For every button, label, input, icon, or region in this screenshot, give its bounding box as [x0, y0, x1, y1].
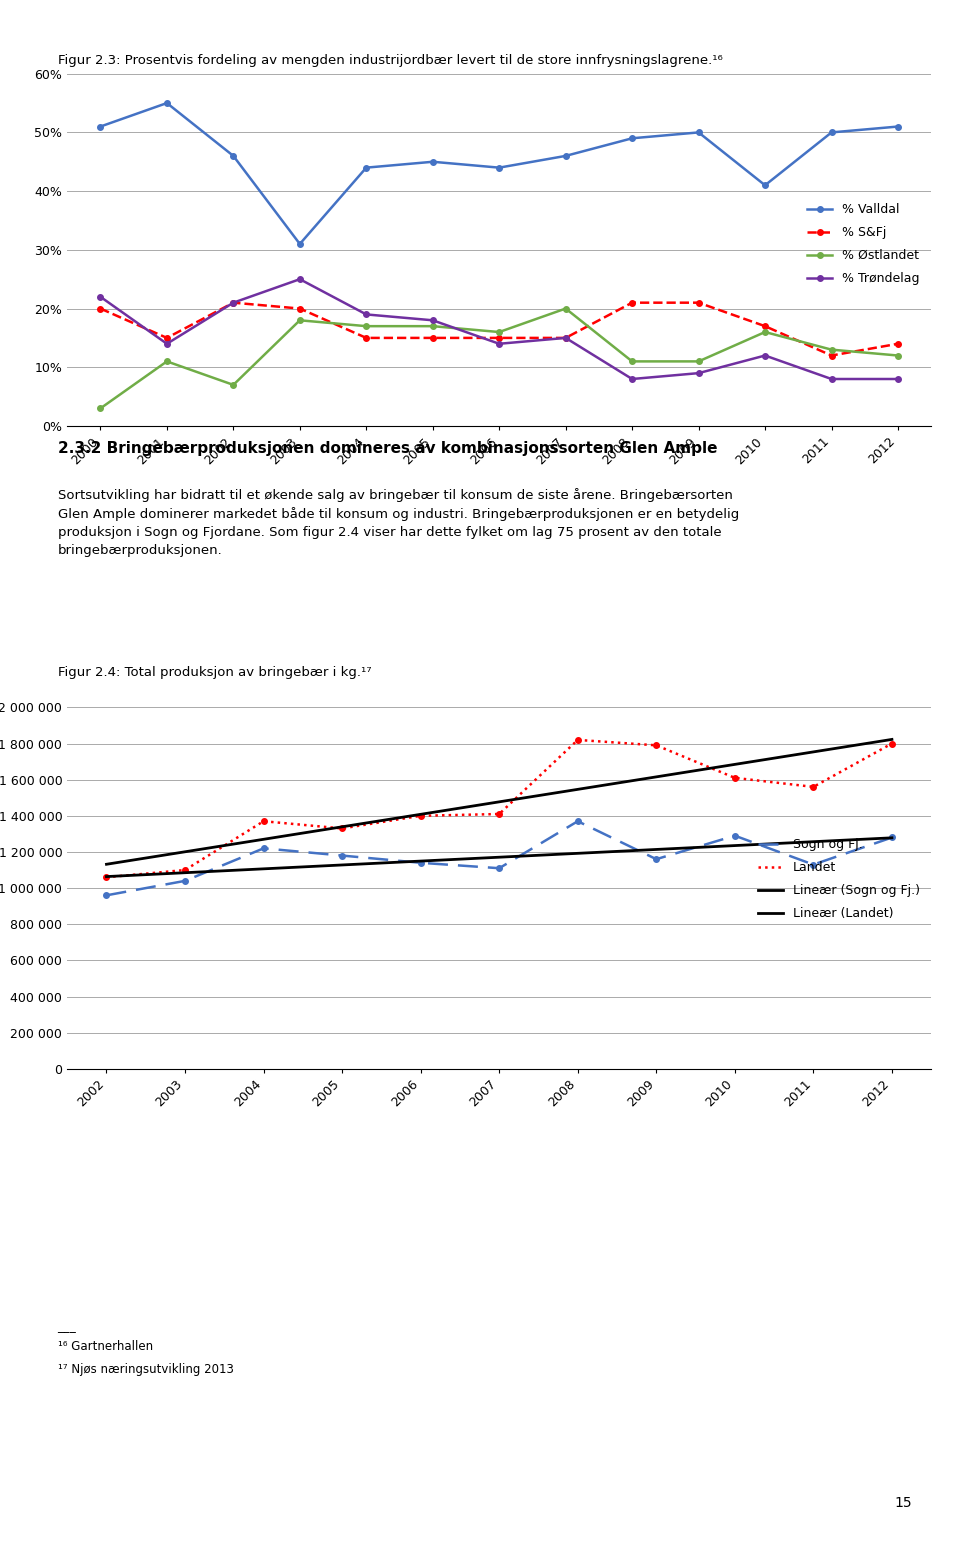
Legend: Sogn og Fj., Landet, Lineær (Sogn og Fj.), Lineær (Landet): Sogn og Fj., Landet, Lineær (Sogn og Fj.…	[753, 833, 924, 925]
Text: Sortsutvikling har bidratt til et økende salg av bringebær til konsum de siste å: Sortsutvikling har bidratt til et økende…	[58, 488, 739, 558]
Text: 2.3.2 Bringebærproduksjonen domineres av kombinasjonssorten Glen Ample: 2.3.2 Bringebærproduksjonen domineres av…	[58, 441, 717, 457]
Text: Figur 2.4: Total produksjon av bringebær i kg.¹⁷: Figur 2.4: Total produksjon av bringebær…	[58, 666, 372, 678]
Text: Figur 2.3: Prosentvis fordeling av mengden industrijordbær levert til de store i: Figur 2.3: Prosentvis fordeling av mengd…	[58, 54, 722, 67]
Text: ¹⁶ Gartnerhallen: ¹⁶ Gartnerhallen	[58, 1340, 153, 1352]
Text: 15: 15	[895, 1496, 912, 1510]
Text: ___: ___	[58, 1320, 77, 1332]
Legend: % Valldal, % S&Fj, % Østlandet, % Trøndelag: % Valldal, % S&Fj, % Østlandet, % Trønde…	[803, 198, 924, 290]
Text: ¹⁷ Njøs næringsutvikling 2013: ¹⁷ Njøs næringsutvikling 2013	[58, 1363, 233, 1376]
